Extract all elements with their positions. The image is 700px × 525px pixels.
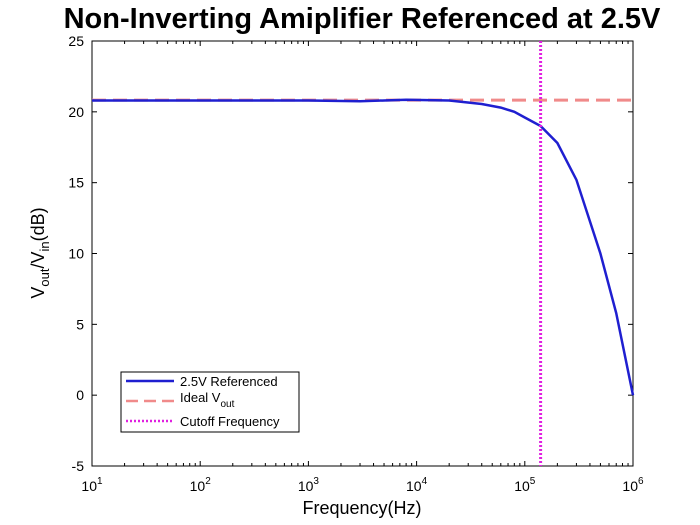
legend-label-referenced: 2.5V Referenced xyxy=(180,374,278,389)
x-tick-label: 101 xyxy=(81,476,103,494)
y-label-sub1: out xyxy=(37,268,52,286)
y-tick-label: 10 xyxy=(68,246,84,262)
legend-label-cutoff: Cutoff Frequency xyxy=(180,414,280,429)
x-tick-label: 105 xyxy=(514,476,536,494)
legend: 2.5V Referenced Ideal Vout Cutoff Freque… xyxy=(120,371,300,433)
y-tick-label: 20 xyxy=(68,104,84,120)
series-line-2-5v-referenced xyxy=(92,98,635,396)
x-tick-label: 102 xyxy=(190,476,212,494)
y-tick-label: -5 xyxy=(72,458,85,474)
legend-label-ideal: Ideal Vout xyxy=(180,390,235,410)
axis-ticks: -5 0 5 10 15 20 25 101 102 103 104 105 106 xyxy=(68,33,644,494)
y-label-slash: /V xyxy=(28,252,48,269)
series-layer xyxy=(92,41,635,466)
x-tick-label: 103 xyxy=(298,476,320,494)
y-label-unit: (dB) xyxy=(28,207,48,241)
y-tick-label: 15 xyxy=(68,175,84,191)
y-label-sub2: in xyxy=(37,241,52,251)
legend-label-ideal-sub: out xyxy=(220,399,234,410)
y-label-main: V xyxy=(28,287,48,299)
y-tick-label: 0 xyxy=(76,387,84,403)
svg-text:Vout/Vin(dB): Vout/Vin(dB) xyxy=(28,207,52,298)
x-tick-label: 104 xyxy=(406,476,428,494)
x-tick-label: 106 xyxy=(622,476,644,494)
chart-title: Non-Inverting Amiplifier Referenced at 2… xyxy=(64,3,661,35)
legend-label-ideal-main: Ideal V xyxy=(180,390,221,405)
y-tick-label: 25 xyxy=(68,33,84,49)
y-tick-label: 5 xyxy=(76,316,84,332)
x-axis-label: Frequency(Hz) xyxy=(302,498,421,518)
y-axis-label: Vout/Vin(dB) xyxy=(28,207,52,298)
